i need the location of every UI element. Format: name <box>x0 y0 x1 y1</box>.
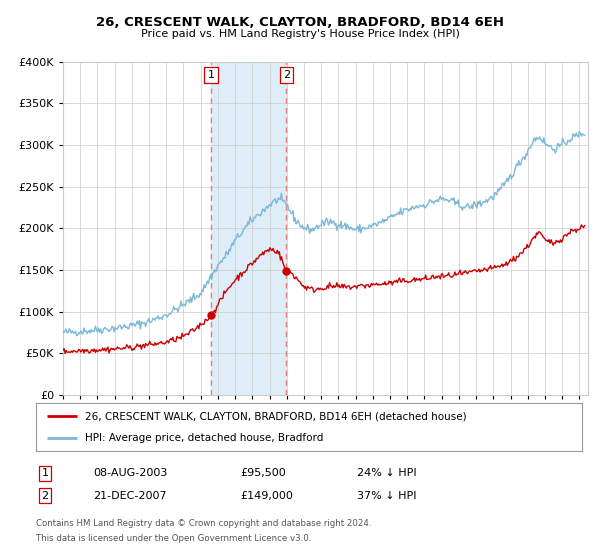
Text: £149,000: £149,000 <box>240 491 293 501</box>
Text: £95,500: £95,500 <box>240 468 286 478</box>
Text: Price paid vs. HM Land Registry's House Price Index (HPI): Price paid vs. HM Land Registry's House … <box>140 29 460 39</box>
Text: 26, CRESCENT WALK, CLAYTON, BRADFORD, BD14 6EH (detached house): 26, CRESCENT WALK, CLAYTON, BRADFORD, BD… <box>85 411 467 421</box>
Text: 2: 2 <box>283 70 290 80</box>
Text: 37% ↓ HPI: 37% ↓ HPI <box>357 491 416 501</box>
Text: This data is licensed under the Open Government Licence v3.0.: This data is licensed under the Open Gov… <box>36 534 311 543</box>
Text: 08-AUG-2003: 08-AUG-2003 <box>93 468 167 478</box>
Bar <box>211 62 286 395</box>
Text: 24% ↓ HPI: 24% ↓ HPI <box>357 468 416 478</box>
Text: 21-DEC-2007: 21-DEC-2007 <box>93 491 167 501</box>
Text: 2: 2 <box>41 491 49 501</box>
Text: HPI: Average price, detached house, Bradford: HPI: Average price, detached house, Brad… <box>85 433 323 443</box>
Text: 26, CRESCENT WALK, CLAYTON, BRADFORD, BD14 6EH: 26, CRESCENT WALK, CLAYTON, BRADFORD, BD… <box>96 16 504 29</box>
Text: 1: 1 <box>41 468 49 478</box>
Text: Contains HM Land Registry data © Crown copyright and database right 2024.: Contains HM Land Registry data © Crown c… <box>36 519 371 528</box>
Text: 1: 1 <box>208 70 215 80</box>
